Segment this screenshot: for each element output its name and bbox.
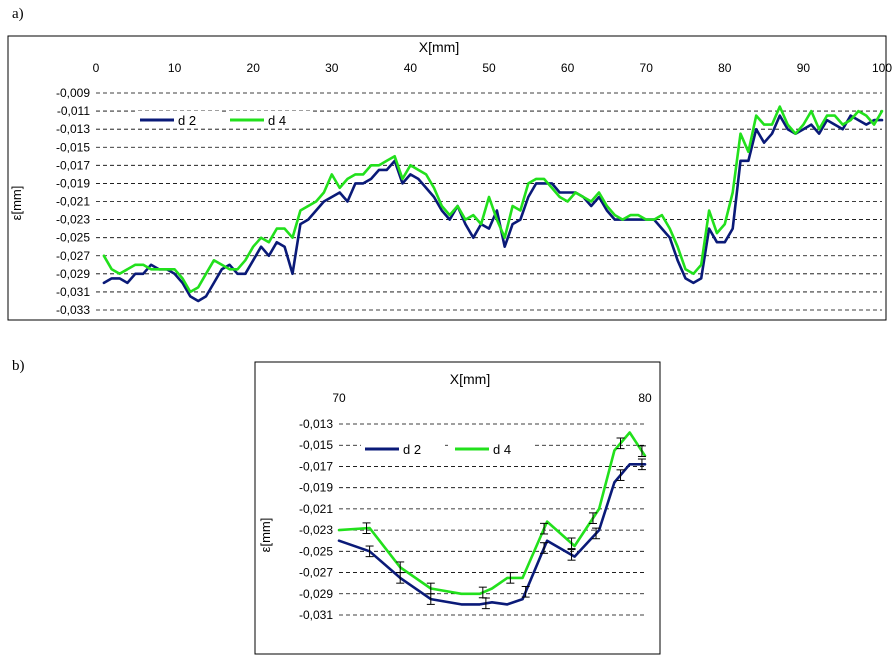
chart-a-x-tick-label: 40 (404, 61, 418, 75)
chart-a-y-tick-label: -0,021 (56, 195, 90, 209)
chart-a-x-tick-label: 20 (247, 61, 261, 75)
chart-a-x-tick-label: 30 (325, 61, 339, 75)
chart-b-y-tick-label: -0,019 (299, 481, 333, 495)
chart-a-y-tick-label: -0,013 (56, 122, 90, 136)
chart-a-y-tick-label: -0,027 (56, 249, 90, 263)
chart-b-series-line-d4 (337, 431, 647, 596)
chart-b-legend-bg (361, 440, 445, 456)
chart-a-y-tick-label: -0,017 (56, 158, 90, 172)
chart-a-y-tick-label: -0,025 (56, 231, 90, 245)
chart-a-x-tick-label: 0 (93, 61, 100, 75)
chart-b-y-tick-label: -0,023 (299, 523, 333, 537)
chart-a-x-tick-label: 80 (718, 61, 732, 75)
chart-a-x-tick-label: 100 (872, 61, 892, 75)
chart-b-x-axis-title: X[mm] (450, 371, 490, 387)
chart-b-legend-label: d 4 (493, 442, 511, 457)
chart-a-series-line-d4 (102, 105, 884, 294)
chart-a-group: -0,009 -0,011 -0,013 -0,015 -0,017 -0,019 -0,0… (7, 35, 892, 321)
chart-a-x-axis-title: X[mm] (419, 39, 459, 55)
chart-b-legend-bg (451, 440, 535, 456)
chart-b-x-tick-label: 70 (332, 391, 346, 405)
chart-a-legend-bg (136, 111, 220, 127)
chart-b-y-tick-label: -0,029 (299, 587, 333, 601)
chart-b-y-tick-label: -0,031 (299, 608, 333, 622)
chart-a-legend-label: d 2 (178, 113, 196, 128)
chart-a-y-tick-label: -0,023 (56, 213, 90, 227)
chart-a-y-tick-label: -0,011 (57, 104, 90, 118)
chart-a-x-tick-label: 90 (797, 61, 811, 75)
chart-b-y-tick-label: -0,017 (299, 459, 333, 473)
chart-b-y-tick-label: -0,025 (299, 544, 333, 558)
chart-a-y-tick-label: -0,009 (56, 86, 90, 100)
chart-b-y-tick-label: -0,021 (299, 502, 333, 516)
chart-a-x-tick-label: 10 (168, 61, 182, 75)
panel-b-label: b) (12, 358, 25, 374)
panel-a-label: a) (12, 6, 24, 22)
chart-b-x-tick-label: 80 (638, 391, 652, 405)
chart-b-legend-label: d 2 (403, 442, 421, 457)
chart-a-legend-bg (226, 111, 310, 127)
chart-a-y-tick-label: -0,031 (56, 285, 90, 299)
chart-a-x-tick-label: 60 (561, 61, 575, 75)
chart-b-y-axis-title: ε[mm] (258, 518, 273, 553)
chart-b-y-tick-label: -0,015 (299, 438, 333, 452)
chart-b-series-line-d2 (337, 462, 647, 606)
chart-a-y-tick-label: -0,029 (56, 267, 90, 281)
chart-a-y-tick-label: -0,019 (56, 176, 90, 190)
chart-a-y-tick-label: -0,015 (56, 140, 90, 154)
chart-a-frame (7, 35, 887, 321)
chart-b-frame (254, 361, 661, 655)
chart-a-legend-label: d 4 (268, 113, 286, 128)
chart-b-y-tick-label: -0,027 (299, 566, 333, 580)
chart-b-y-tick-label: -0,013 (299, 417, 333, 431)
chart-a-x-tick-label: 70 (640, 61, 654, 75)
chart-a-y-tick-label: -0,033 (56, 303, 90, 317)
chart-b-group: -0,013 -0,015 -0,017 -0,019 -0,021 -0,023 -0,0… (254, 361, 661, 655)
chart-a-y-axis-title: ε[mm] (9, 186, 24, 221)
chart-a-x-tick-label: 50 (482, 61, 496, 75)
